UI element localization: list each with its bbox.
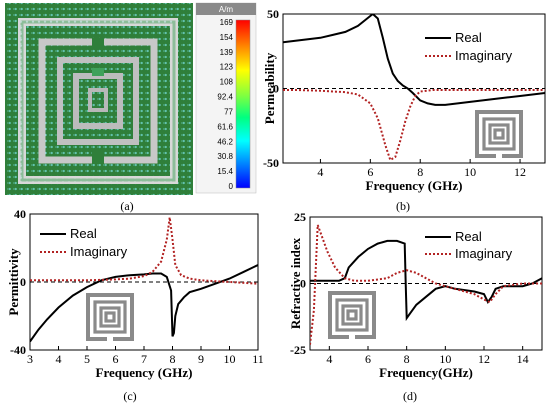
srr-inset-ring xyxy=(493,128,505,140)
x-tick-label: 6 xyxy=(113,352,119,366)
series-line-real xyxy=(283,14,545,106)
y-tick-label: -40 xyxy=(10,343,26,357)
x-axis-label: Frequency (GHz) xyxy=(96,365,193,380)
srr-inset-gap xyxy=(496,152,502,158)
legend-label-imaginary: Imaginary xyxy=(455,246,513,261)
panel-d-refractive-index: 4 6 8 10 12 14 25 0 -25 Frequency(GHz) Refractive … xyxy=(288,210,543,380)
x-tick-label: 7 xyxy=(141,352,147,366)
y-tick-label: 0 xyxy=(300,277,306,291)
panel-b-permeability: 4 6 8 10 12 50 0 -50 Frequency (GHz) Permeability… xyxy=(262,7,546,193)
panel-label-c: (c) xyxy=(123,389,136,403)
colorbar-tick-label: 139 xyxy=(220,48,234,57)
colorbar-tick-label: 154 xyxy=(220,33,234,42)
srr-inset-ring xyxy=(346,309,358,321)
y-axis-label: Refractive index xyxy=(288,237,303,329)
panel-label-d: (d) xyxy=(403,389,417,403)
x-tick-label: 4 xyxy=(317,165,323,179)
x-tick-label: 14 xyxy=(517,352,529,366)
x-tick-label: 6 xyxy=(367,165,373,179)
srr-ring-5 xyxy=(88,88,108,112)
y-axis-label: Permittivity xyxy=(6,248,21,316)
x-tick-label: 6 xyxy=(365,352,371,366)
srr-inset-ring xyxy=(99,306,121,328)
colorbar-tick-label: 15.4 xyxy=(217,167,233,176)
colorbar-gradient xyxy=(235,19,251,189)
legend-label-imaginary: Imaginary xyxy=(70,244,128,259)
colorbar: A/m 169 154 139 123 108 92.4 77 61.6 46.2 30.8 15.… xyxy=(195,2,257,194)
field-map-background xyxy=(5,3,193,195)
srr-inset-ring xyxy=(93,300,127,334)
x-tick-label: 8 xyxy=(170,352,176,366)
colorbar-tick-label: 46.2 xyxy=(217,137,233,146)
colorbar-unit: A/m xyxy=(219,5,234,14)
srr-ring-3 xyxy=(57,57,139,145)
panel-label-b: (b) xyxy=(396,199,410,213)
x-tick-label: 4 xyxy=(56,352,62,366)
srr-gap xyxy=(92,150,104,164)
series-line-imaginary xyxy=(310,224,542,345)
srr-inset-ring xyxy=(488,123,510,145)
panel-label-a: (a) xyxy=(120,199,133,213)
panel-c-permittivity: 3 4 5 6 7 8 9 10 11 40 0 -40 Frequency (GHz) Permitti… xyxy=(6,207,264,380)
x-tick-label: 3 xyxy=(27,352,33,366)
colorbar-tick-label: 77 xyxy=(224,107,233,116)
series-line-imaginary xyxy=(30,217,258,285)
y-tick-label: 0 xyxy=(273,82,279,96)
x-tick-label: 10 xyxy=(439,352,451,366)
srr-inset-ring xyxy=(104,311,116,323)
y-tick-label: 25 xyxy=(294,210,306,224)
legend-label-imaginary: Imaginary xyxy=(455,48,513,63)
series-line-real xyxy=(30,264,258,343)
x-tick-label: 8 xyxy=(404,352,410,366)
y-tick-label: -50 xyxy=(263,156,279,170)
colorbar-tick-label: 61.6 xyxy=(217,122,233,131)
srr-inset-gap xyxy=(107,335,113,341)
colorbar-tick-label: 169 xyxy=(220,18,234,27)
x-tick-label: 10 xyxy=(464,165,476,179)
colorbar-tick-label: 92.4 xyxy=(217,93,233,102)
legend-label-real: Real xyxy=(70,226,97,241)
colorbar-tick-label: 123 xyxy=(220,63,234,72)
legend-label-real: Real xyxy=(455,30,482,45)
y-tick-label: -25 xyxy=(290,343,306,357)
y-tick-label: 0 xyxy=(20,275,26,289)
series-line-imaginary xyxy=(283,89,545,162)
legend-label-real: Real xyxy=(455,229,482,244)
colorbar-tick-label: 30.8 xyxy=(217,152,233,161)
x-tick-label: 11 xyxy=(252,352,264,366)
colorbar-tick-label: 0 xyxy=(229,182,234,191)
srr-inset-gap xyxy=(349,333,355,339)
srr-inset-ring xyxy=(335,298,369,332)
x-tick-label: 12 xyxy=(514,165,526,179)
panel-a-field-map: A/m 169 154 139 123 108 92.4 77 61.6 46.2 30.8 15.… xyxy=(5,2,257,213)
x-tick-label: 4 xyxy=(326,352,332,366)
x-axis-label: Frequency(GHz) xyxy=(379,365,473,380)
series-line-real xyxy=(310,239,542,322)
x-axis-label: Frequency (GHz) xyxy=(366,178,463,193)
srr-inset-ring xyxy=(482,117,516,151)
x-tick-label: 12 xyxy=(478,352,490,366)
x-tick-label: 5 xyxy=(84,352,90,366)
y-tick-label: 50 xyxy=(267,7,279,21)
x-tick-label: 9 xyxy=(198,352,204,366)
colorbar-tick-label: 108 xyxy=(220,78,234,87)
srr-inset-ring xyxy=(341,304,363,326)
y-tick-label: 40 xyxy=(14,207,26,221)
x-tick-label: 8 xyxy=(417,165,423,179)
x-tick-label: 10 xyxy=(224,352,236,366)
y-axis-label: Permeability xyxy=(262,52,277,124)
